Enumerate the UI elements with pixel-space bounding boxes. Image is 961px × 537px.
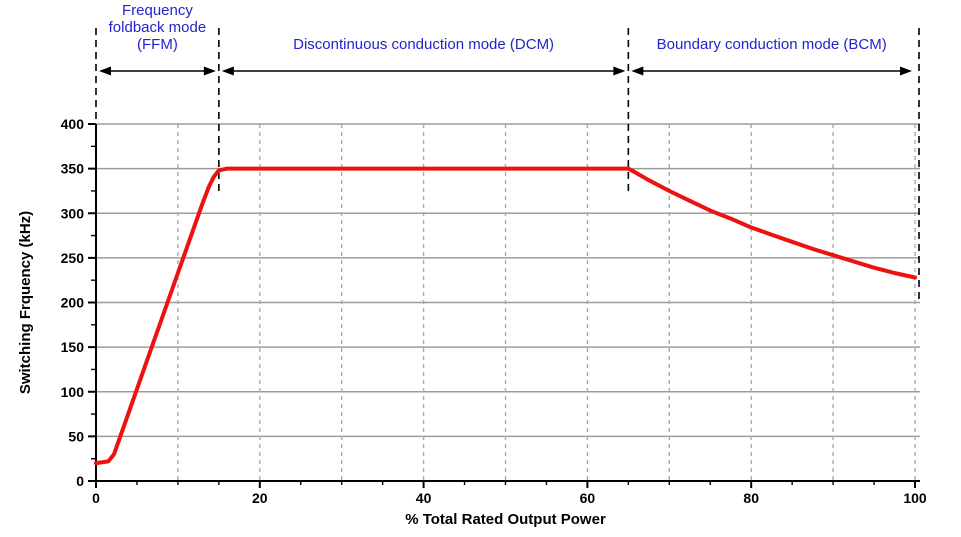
arrowhead-right-icon (203, 66, 216, 76)
mode-boundary-lines (95, 28, 920, 303)
region-label-ffm: foldback mode (109, 19, 207, 36)
region-label-ffm: Frequency (122, 2, 193, 19)
arrowhead-left-icon (99, 66, 111, 76)
arrowhead-left-icon (221, 66, 234, 76)
x-tick-label: 80 (743, 490, 759, 506)
vertical-gridlines (177, 124, 916, 481)
tick-labels: 0 20 40 60 80 100 0 50 100 150 200 250 300 350 400 (61, 116, 927, 506)
region-label-dcm: Discontinuous conduction mode (DCM) (293, 36, 554, 53)
y-tick-label: 50 (68, 428, 84, 444)
x-tick-label: 100 (903, 490, 927, 506)
y-axis-title: Switching Frquency (kHz) (17, 211, 34, 394)
x-tick-label: 40 (416, 490, 432, 506)
x-tick-label: 60 (580, 490, 596, 506)
y-tick-label: 350 (61, 161, 85, 177)
arrowhead-right-icon (900, 66, 912, 76)
region-label-ffm: (FFM) (137, 36, 178, 53)
y-tick-label: 300 (61, 205, 85, 221)
y-tick-label: 150 (61, 339, 85, 355)
y-tick-label: 250 (61, 250, 85, 266)
region-label-bcm: Boundary conduction mode (BCM) (657, 36, 887, 53)
axis-ticks (88, 123, 916, 488)
y-tick-label: 100 (61, 384, 85, 400)
x-tick-label: 0 (92, 490, 100, 506)
arrowhead-left-icon (631, 66, 644, 76)
x-tick-label: 20 (252, 490, 268, 506)
x-axis-title: % Total Rated Output Power (405, 511, 606, 528)
y-tick-label: 0 (76, 473, 84, 489)
arrowhead-right-icon (613, 66, 626, 76)
y-tick-label: 400 (61, 116, 85, 132)
y-tick-label: 200 (61, 295, 85, 311)
frequency-curve (94, 166, 917, 466)
